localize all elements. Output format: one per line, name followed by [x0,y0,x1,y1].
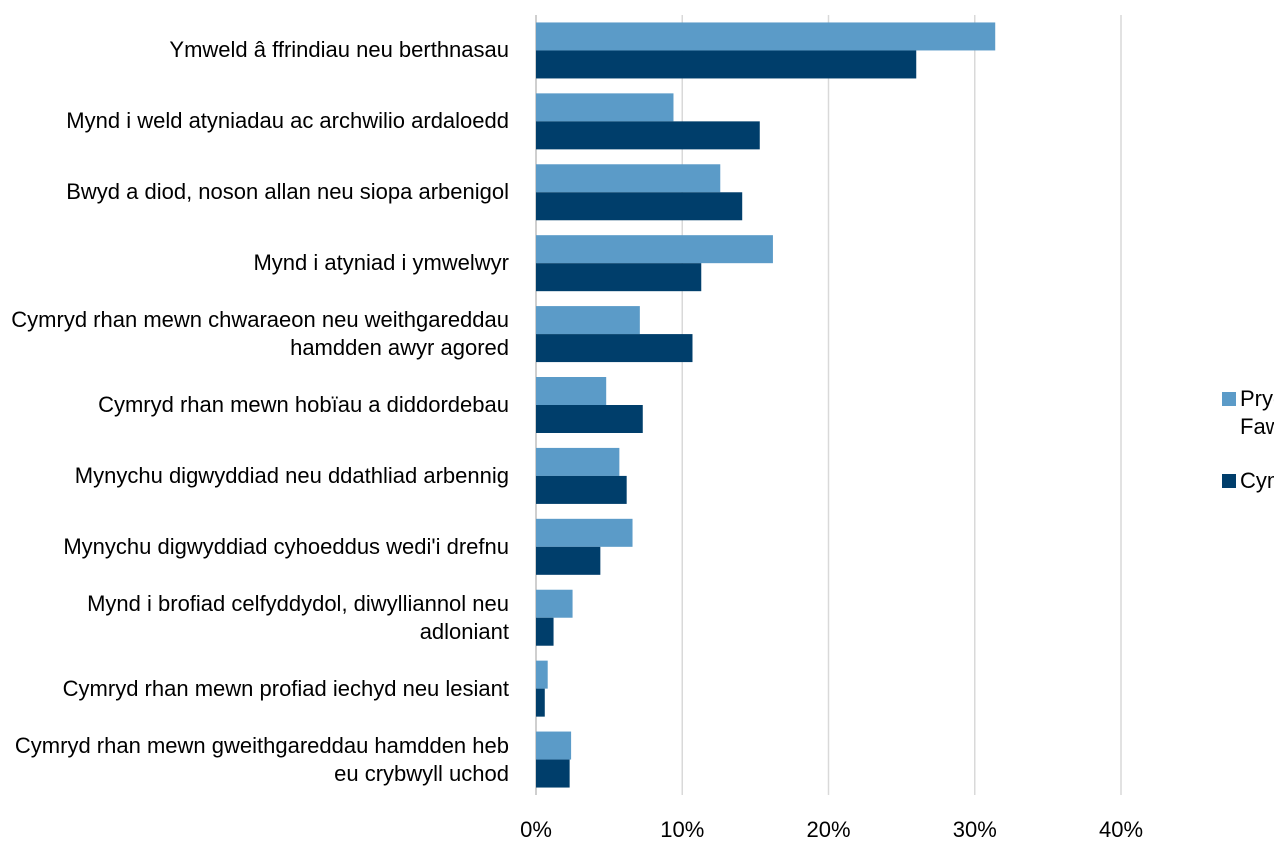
bar [536,546,601,575]
bar [536,589,573,618]
bar [536,688,545,717]
category-label: Mynd i brofiad celfyddydol, diwylliannol… [87,590,509,644]
bar [536,164,721,193]
bar [536,121,760,150]
x-tick-label: 30% [953,817,997,842]
bar [536,405,643,433]
bar [536,263,702,292]
bar [536,377,607,405]
x-tick-label: 10% [660,817,704,842]
bar [536,306,640,335]
category-label: Mynychu digwyddiad cyhoeddus wedi'i dref… [63,533,509,559]
category-label: Mynychu digwyddiad neu ddathliad arbenni… [74,462,509,488]
bar [536,518,633,547]
category-label: Cymryd rhan mewn profiad iechyd neu lesi… [62,675,509,701]
legend-label: Cymru [1240,468,1274,493]
legend-swatch [1222,392,1236,406]
category-label: Mynd i atyniad i ymwelwyr [253,250,509,276]
category-label: Cymryd rhan mewn chwaraeon neu weithgare… [11,307,509,361]
legend-swatch [1222,474,1236,488]
x-tick-label: 40% [1099,817,1143,842]
category-label: Mynd i weld atyniadau ac archwilio ardal… [66,108,509,134]
category-label: Cymryd rhan mewn hobïau a diddordebau [98,392,509,417]
bar [536,334,693,363]
bar [536,447,620,476]
bar [536,50,917,79]
bar [536,759,570,788]
x-tick-label: 20% [806,817,850,842]
legend-label: Prydain Fawr [1240,386,1274,439]
bar [536,660,548,689]
bar [536,192,743,221]
category-label: Bwyd a diod, noson allan neu siopa arben… [66,179,509,205]
bar [536,731,572,760]
bar [536,617,554,646]
x-tick-label: 0% [520,817,552,842]
bar [536,475,627,504]
bar [536,22,996,51]
bar [536,235,773,264]
bar [536,93,674,122]
category-label: Ymweld â ffrindiau neu berthnasau [169,37,509,63]
category-label: Cymryd rhan mewn gweithgareddau hamdden … [14,732,509,786]
